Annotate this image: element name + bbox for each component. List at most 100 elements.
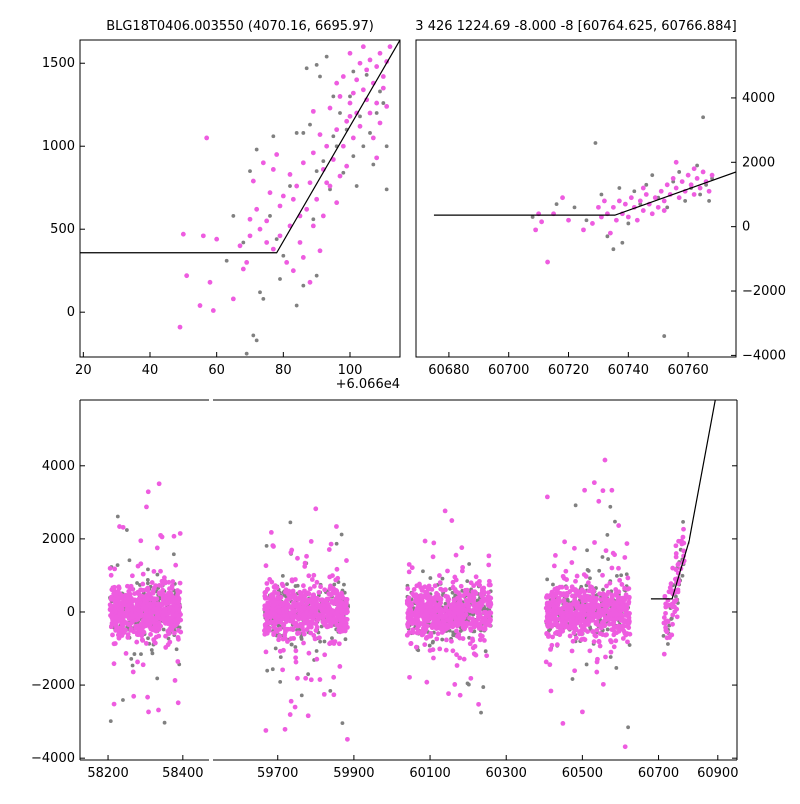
data-point-magenta [406,569,412,575]
x-tick-label: 60680 [428,363,469,378]
data-point-magenta [135,616,141,622]
data-point-magenta [145,489,151,495]
x-tick-label: 60 [208,363,225,378]
y-tick-label: −2000 [742,284,786,299]
data-point-magenta [306,650,312,656]
data-point-magenta [311,572,317,578]
data-point-magenta [473,574,479,580]
data-point-gray [584,218,589,223]
zoom-right-panel: 60680 60700 60720 60740 60760 −4000 −2000 0 2000… [415,39,786,378]
data-point-gray [348,94,352,99]
data-point-magenta [159,603,165,608]
data-point-gray [584,662,589,667]
data-point-magenta [427,604,433,610]
data-point-magenta [128,608,134,614]
data-point-magenta [284,602,289,608]
data-point-magenta [407,606,413,612]
data-point-magenta [624,623,630,629]
data-point-magenta [453,552,459,558]
data-point-magenta [347,100,353,106]
data-point-magenta [125,593,130,598]
data-point-magenta [554,621,560,627]
data-point-gray [166,636,171,641]
data-point-gray [268,214,272,218]
data-point-gray [667,623,672,628]
data-point-magenta [673,159,679,165]
data-point-magenta [204,135,210,141]
data-point-magenta [437,580,443,586]
data-point-magenta [592,540,597,545]
data-point-magenta [178,617,184,623]
x-tick-label: 60100 [409,766,450,781]
x-tick-label: 60900 [697,766,738,781]
data-point-magenta [615,596,621,602]
data-point-magenta [317,132,323,138]
data-point-magenta [304,553,309,559]
x-tick-label: 60700 [488,363,529,378]
data-point-gray [301,283,306,288]
data-point-magenta [440,624,446,629]
data-point-gray [251,333,256,338]
data-point-magenta [144,504,149,510]
data-point-magenta [299,625,305,630]
data-point-magenta [343,599,349,605]
data-point-magenta [327,612,333,617]
data-point-magenta [555,597,560,603]
y-tick-label: 1000 [42,139,75,154]
data-point-magenta [314,601,320,607]
data-point-magenta [449,638,454,644]
data-point-gray [340,721,345,726]
data-point-magenta [573,578,578,584]
data-point-magenta [171,619,177,625]
y-tick-label: 1500 [42,56,75,71]
data-point-magenta [572,545,577,551]
data-point-magenta [460,622,466,628]
data-point-magenta [237,243,243,249]
data-point-magenta [685,172,691,178]
data-point-magenta [663,610,668,616]
data-point-magenta [544,593,550,598]
data-point-magenta [655,204,661,210]
data-point-magenta [344,616,350,622]
data-point-magenta [360,87,366,93]
data-point-gray [270,667,275,672]
data-point-gray [661,633,666,638]
data-point-magenta [257,226,263,232]
data-point-magenta [340,143,346,149]
data-point-magenta [709,172,715,178]
data-point-magenta [271,632,277,638]
data-point-magenta [694,175,700,181]
data-point-magenta [569,625,575,631]
data-point-magenta [287,712,293,717]
data-point-magenta [311,614,317,619]
data-point-magenta [488,610,494,616]
data-point-gray [280,573,285,578]
data-point-gray [479,710,483,715]
data-point-magenta [151,606,157,612]
data-point-gray [605,533,610,537]
data-point-magenta [111,591,117,597]
data-point-gray [378,89,382,94]
data-point-magenta [270,246,276,252]
data-point-gray [600,555,605,559]
data-point-magenta [329,600,335,605]
data-point-magenta [414,599,419,605]
data-point-magenta [350,90,356,96]
data-point-magenta [446,602,452,607]
data-point-magenta [293,623,299,629]
data-point-magenta [165,628,171,634]
data-point-magenta [288,698,294,704]
data-point-gray [314,273,319,278]
data-point-magenta [590,594,596,600]
data-point-magenta [380,74,386,79]
data-point-gray [677,170,682,174]
data-point-magenta [675,587,681,593]
data-point-magenta [148,611,154,616]
axes-frame [79,399,209,761]
data-point-magenta [151,568,157,574]
data-point-magenta [425,600,431,606]
x-tick-label: 58400 [162,766,203,781]
data-point-gray [261,297,266,301]
data-point-magenta [149,580,155,585]
data-point-magenta [142,597,147,603]
